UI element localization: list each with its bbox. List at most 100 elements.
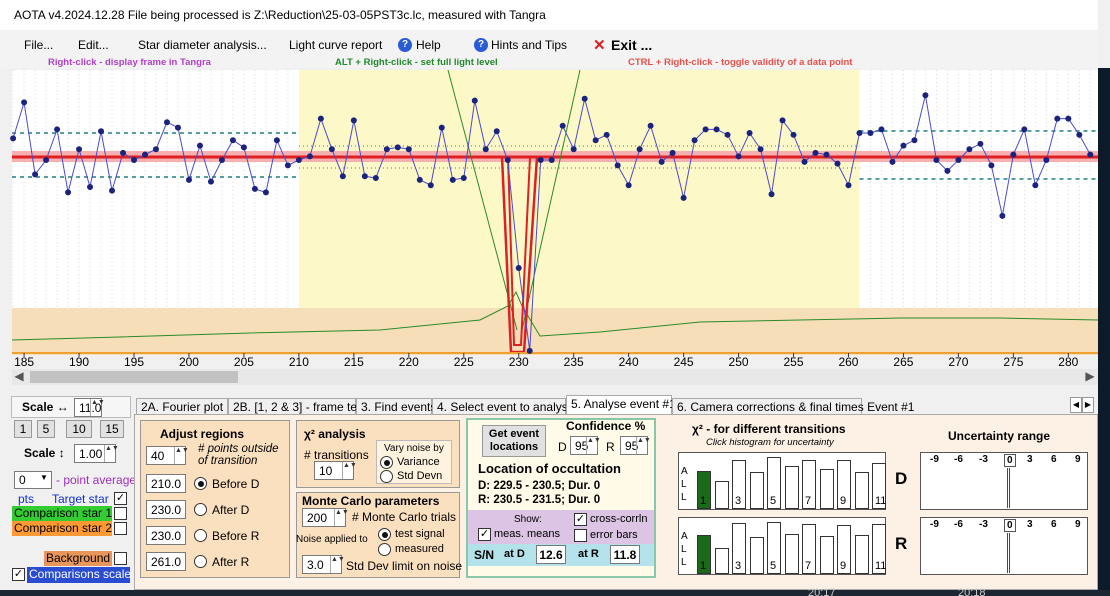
data-point: [43, 157, 50, 164]
spin-box[interactable]: 40: [146, 446, 186, 465]
uncertainty-box[interactable]: [920, 452, 1088, 510]
scale-button[interactable]: 10: [66, 420, 92, 438]
menu-item[interactable]: File...: [24, 38, 54, 52]
data-point: [460, 175, 467, 182]
hist-bar[interactable]: [872, 462, 886, 509]
hist-bar[interactable]: [767, 522, 781, 574]
tab[interactable]: 5. Analyse event #1: [566, 395, 676, 415]
menu-item[interactable]: Hints and Tips: [491, 38, 568, 52]
tab[interactable]: 3. Find events: [356, 398, 436, 415]
hist-bar[interactable]: [837, 459, 851, 509]
tab[interactable]: 6. Camera corrections & final times Even…: [672, 398, 914, 415]
radio-button[interactable]: [194, 529, 207, 542]
region-value[interactable]: 230.0: [146, 500, 186, 519]
scale-button[interactable]: 15: [100, 420, 124, 438]
menu-item[interactable]: Help: [416, 38, 441, 52]
checkbox[interactable]: [574, 529, 587, 542]
tab-scroll[interactable]: ▶: [1082, 397, 1094, 413]
hist-bar[interactable]: [872, 523, 886, 574]
average-dropdown[interactable]: 0: [14, 471, 52, 489]
hist-bar[interactable]: [802, 523, 816, 574]
trials-label: # Monte Carlo trials: [352, 510, 457, 524]
radio-button[interactable]: [194, 555, 207, 568]
comp1-label: Comparison star 1: [12, 506, 113, 521]
data-point: [768, 191, 775, 198]
uncertainty-tick: -3: [979, 454, 988, 465]
radio-button[interactable]: [378, 543, 391, 556]
hist-bar[interactable]: [784, 534, 799, 574]
data-point: [746, 130, 753, 137]
spin-box[interactable]: 10: [314, 461, 354, 480]
uncertainty-tick: 3: [1027, 454, 1033, 465]
hist-bar[interactable]: [714, 548, 729, 574]
tab[interactable]: 2A. Fourier plot: [136, 398, 228, 415]
data-point: [515, 265, 522, 272]
get-events-button[interactable]: Get event locations: [482, 425, 546, 457]
hist-letter: L: [681, 557, 687, 568]
menu-item[interactable]: Edit...: [78, 38, 109, 52]
hist-bar[interactable]: [732, 522, 746, 574]
histogram[interactable]: [678, 452, 886, 510]
light-curve-plot: 185 190 195 200 205 210 215 220 225 230 235 240 245 2…: [10, 68, 1110, 392]
hist-bar[interactable]: [854, 471, 869, 509]
region-label: Before R: [212, 529, 260, 543]
checkbox[interactable]: ✓: [478, 528, 491, 541]
radio-dot: [383, 459, 390, 466]
hist-bar[interactable]: [819, 469, 834, 509]
tab[interactable]: 2B. [1, 2 & 3] - frame test: [228, 398, 366, 415]
tab[interactable]: 4. Select event to analyse: [432, 398, 574, 415]
checkbox[interactable]: [114, 552, 127, 565]
checkbox[interactable]: ✓: [114, 492, 127, 505]
uncertainty-tick: -3: [979, 519, 988, 530]
data-point: [845, 182, 852, 189]
region-value[interactable]: 210.0: [146, 474, 186, 493]
scale-button[interactable]: 5: [37, 420, 55, 438]
tab-scroll[interactable]: ◀: [1070, 397, 1082, 413]
hint-text: CTRL + Right-click - toggle validity of …: [628, 57, 853, 68]
data-point: [416, 176, 423, 183]
data-point: [163, 119, 170, 126]
checkbox[interactable]: [114, 507, 127, 520]
x-tick-label: 245: [674, 355, 694, 369]
data-point: [229, 137, 236, 144]
hist-bar[interactable]: [697, 470, 711, 509]
region-value[interactable]: 261.0: [146, 552, 186, 571]
hist-bar[interactable]: [697, 535, 711, 574]
data-point: [669, 149, 676, 156]
hist-bar[interactable]: [837, 524, 851, 574]
spin-box[interactable]: 200: [302, 508, 346, 527]
histogram[interactable]: [678, 517, 886, 575]
cross-label: cross-corrln: [590, 513, 648, 525]
hist-bar[interactable]: [767, 457, 781, 509]
spin-arrows: ▲▼: [90, 399, 105, 416]
hist-bar[interactable]: [732, 459, 746, 509]
spin-box[interactable]: 95: [620, 436, 648, 455]
region-value[interactable]: 230.0: [146, 526, 186, 545]
data-point: [614, 162, 621, 169]
radio-button[interactable]: [380, 470, 393, 483]
menu-item[interactable]: Star diameter analysis...: [138, 38, 267, 52]
data-point: [21, 99, 28, 106]
hist-bar[interactable]: [784, 466, 799, 509]
hist-bar[interactable]: [802, 459, 816, 509]
uncertainty-box[interactable]: [920, 517, 1088, 575]
vary-label: Vary noise by: [384, 443, 444, 454]
scale-button[interactable]: 1: [14, 420, 32, 438]
hist-bar[interactable]: [749, 536, 764, 574]
data-point: [471, 97, 478, 104]
hist-bar[interactable]: [819, 535, 834, 574]
hist-letter: A: [681, 466, 688, 477]
hist-bar[interactable]: [854, 535, 869, 574]
hist-bar[interactable]: [749, 471, 764, 509]
menu-item[interactable]: Light curve report: [289, 38, 383, 52]
checkbox[interactable]: ✓: [574, 513, 587, 526]
checkbox[interactable]: [114, 522, 127, 535]
hist-bar[interactable]: [714, 481, 729, 509]
radio-button[interactable]: [194, 503, 207, 516]
menu-item[interactable]: Exit ...: [611, 37, 653, 53]
spin-box[interactable]: 3.0: [302, 555, 342, 574]
spin-box[interactable]: 1.00: [74, 444, 116, 463]
checkbox[interactable]: ✓: [12, 568, 25, 581]
spin-box[interactable]: 95: [570, 436, 598, 455]
data-point: [1087, 151, 1094, 158]
